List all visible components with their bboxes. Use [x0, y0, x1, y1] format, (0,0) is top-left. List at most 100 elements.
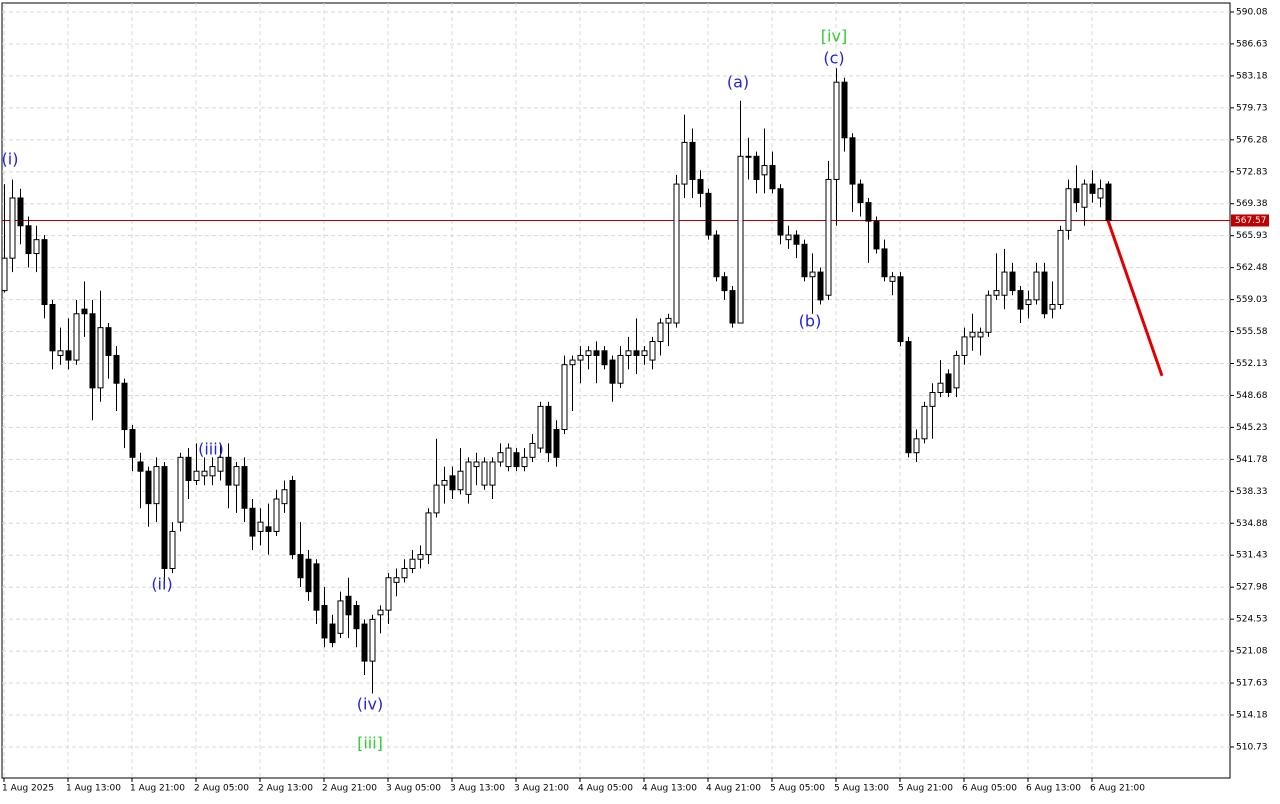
candle-body — [537, 405, 544, 449]
y-tick-label: 572.83 — [1236, 167, 1268, 177]
candle-body — [441, 479, 448, 486]
wave-label: (a) — [727, 73, 749, 92]
candle-body — [817, 271, 824, 301]
candle-body — [873, 220, 880, 250]
candle-body — [321, 605, 328, 639]
x-tick-label: 4 Aug 21:00 — [706, 784, 761, 794]
candle-body — [761, 165, 768, 176]
y-tick-label: 586.63 — [1236, 39, 1268, 49]
candle-body — [337, 600, 344, 634]
x-tick-label: 5 Aug 13:00 — [834, 784, 889, 794]
candle-body — [833, 81, 840, 180]
x-tick-label: 3 Aug 21:00 — [514, 784, 569, 794]
candle-body — [1041, 271, 1048, 315]
candle-body — [985, 294, 992, 333]
candle-body — [209, 466, 216, 477]
y-tick-label: 538.33 — [1236, 487, 1268, 497]
candle-body — [425, 512, 432, 556]
candle-body — [1057, 229, 1064, 305]
candle-body — [369, 618, 376, 662]
candle-body — [273, 498, 280, 532]
x-tick-label: 3 Aug 05:00 — [386, 784, 441, 794]
candle-body — [169, 530, 176, 569]
y-tick-label: 565.93 — [1236, 231, 1268, 241]
x-tick-label: 2 Aug 05:00 — [194, 784, 249, 794]
candle-body — [81, 308, 88, 315]
candle-body — [185, 456, 192, 481]
wave-label: (i) — [2, 150, 19, 169]
wave-label: (ii) — [151, 575, 172, 594]
y-tick-label: 531.43 — [1236, 551, 1268, 561]
candle-body — [409, 558, 416, 569]
candle-body — [1009, 271, 1016, 292]
candle-body — [1097, 188, 1104, 199]
candle-body — [785, 234, 792, 241]
candle-body — [265, 526, 272, 532]
candle-body — [673, 183, 680, 324]
candle-body — [569, 359, 576, 366]
candle-body — [769, 165, 776, 190]
candle-body — [89, 313, 96, 389]
candle-body — [473, 461, 480, 468]
candle-body — [225, 456, 232, 486]
candle-body — [1073, 188, 1080, 204]
candle-body — [593, 350, 600, 356]
candle-body — [377, 609, 384, 616]
candle-body — [161, 466, 168, 569]
candle-body — [585, 350, 592, 356]
candle-body — [897, 276, 904, 343]
candle-body — [113, 354, 120, 384]
candle-body — [1033, 271, 1040, 301]
candle-body — [745, 155, 752, 158]
candle-body — [233, 466, 240, 486]
candle-body — [217, 456, 224, 472]
candle-body — [145, 470, 152, 505]
current-price-label: 567.57 — [1235, 216, 1267, 226]
candle-body — [505, 447, 512, 468]
y-tick-label: 555.58 — [1236, 327, 1268, 337]
candle-body — [281, 489, 288, 505]
wave-label: (iii) — [198, 440, 224, 459]
wave-label: [iii] — [357, 734, 383, 753]
candle-body — [529, 442, 536, 458]
candle-body — [121, 382, 128, 431]
candle-body — [921, 405, 928, 440]
candle-body — [345, 595, 352, 616]
candle-body — [729, 290, 736, 324]
candle-body — [657, 322, 664, 343]
x-tick-label: 2 Aug 21:00 — [322, 784, 377, 794]
candle-body — [945, 373, 952, 393]
current-price-tag — [1231, 214, 1269, 227]
candle-body — [617, 354, 624, 384]
candle-body — [849, 137, 856, 185]
candle-body — [353, 605, 360, 630]
candle-body — [1089, 183, 1096, 194]
wave-label: (c) — [823, 49, 844, 68]
candle-body — [737, 155, 744, 324]
candle-body — [289, 479, 296, 556]
candle-body — [705, 192, 712, 236]
wave-label: (iv) — [357, 695, 383, 714]
y-tick-label: 534.88 — [1236, 519, 1268, 529]
candle-body — [553, 429, 560, 458]
candle-body — [313, 563, 320, 611]
candle-body — [713, 234, 720, 278]
candle-body — [297, 554, 304, 579]
y-tick-label: 559.03 — [1236, 295, 1268, 305]
y-tick-label: 562.48 — [1236, 263, 1268, 273]
candle-body — [697, 178, 704, 194]
candle-body — [1, 257, 8, 292]
x-tick-label: 3 Aug 13:00 — [450, 784, 505, 794]
candle-body — [625, 350, 632, 356]
candle-body — [665, 317, 672, 324]
candle-body — [929, 391, 936, 407]
candle-body — [57, 350, 64, 356]
candle-body — [681, 141, 688, 185]
y-tick-label: 517.63 — [1236, 679, 1268, 689]
x-tick-label: 6 Aug 05:00 — [962, 784, 1017, 794]
x-tick-label: 1 Aug 2025 — [2, 784, 54, 794]
candle-body — [905, 341, 912, 454]
candle-body — [793, 234, 800, 245]
candle-body — [241, 466, 248, 509]
